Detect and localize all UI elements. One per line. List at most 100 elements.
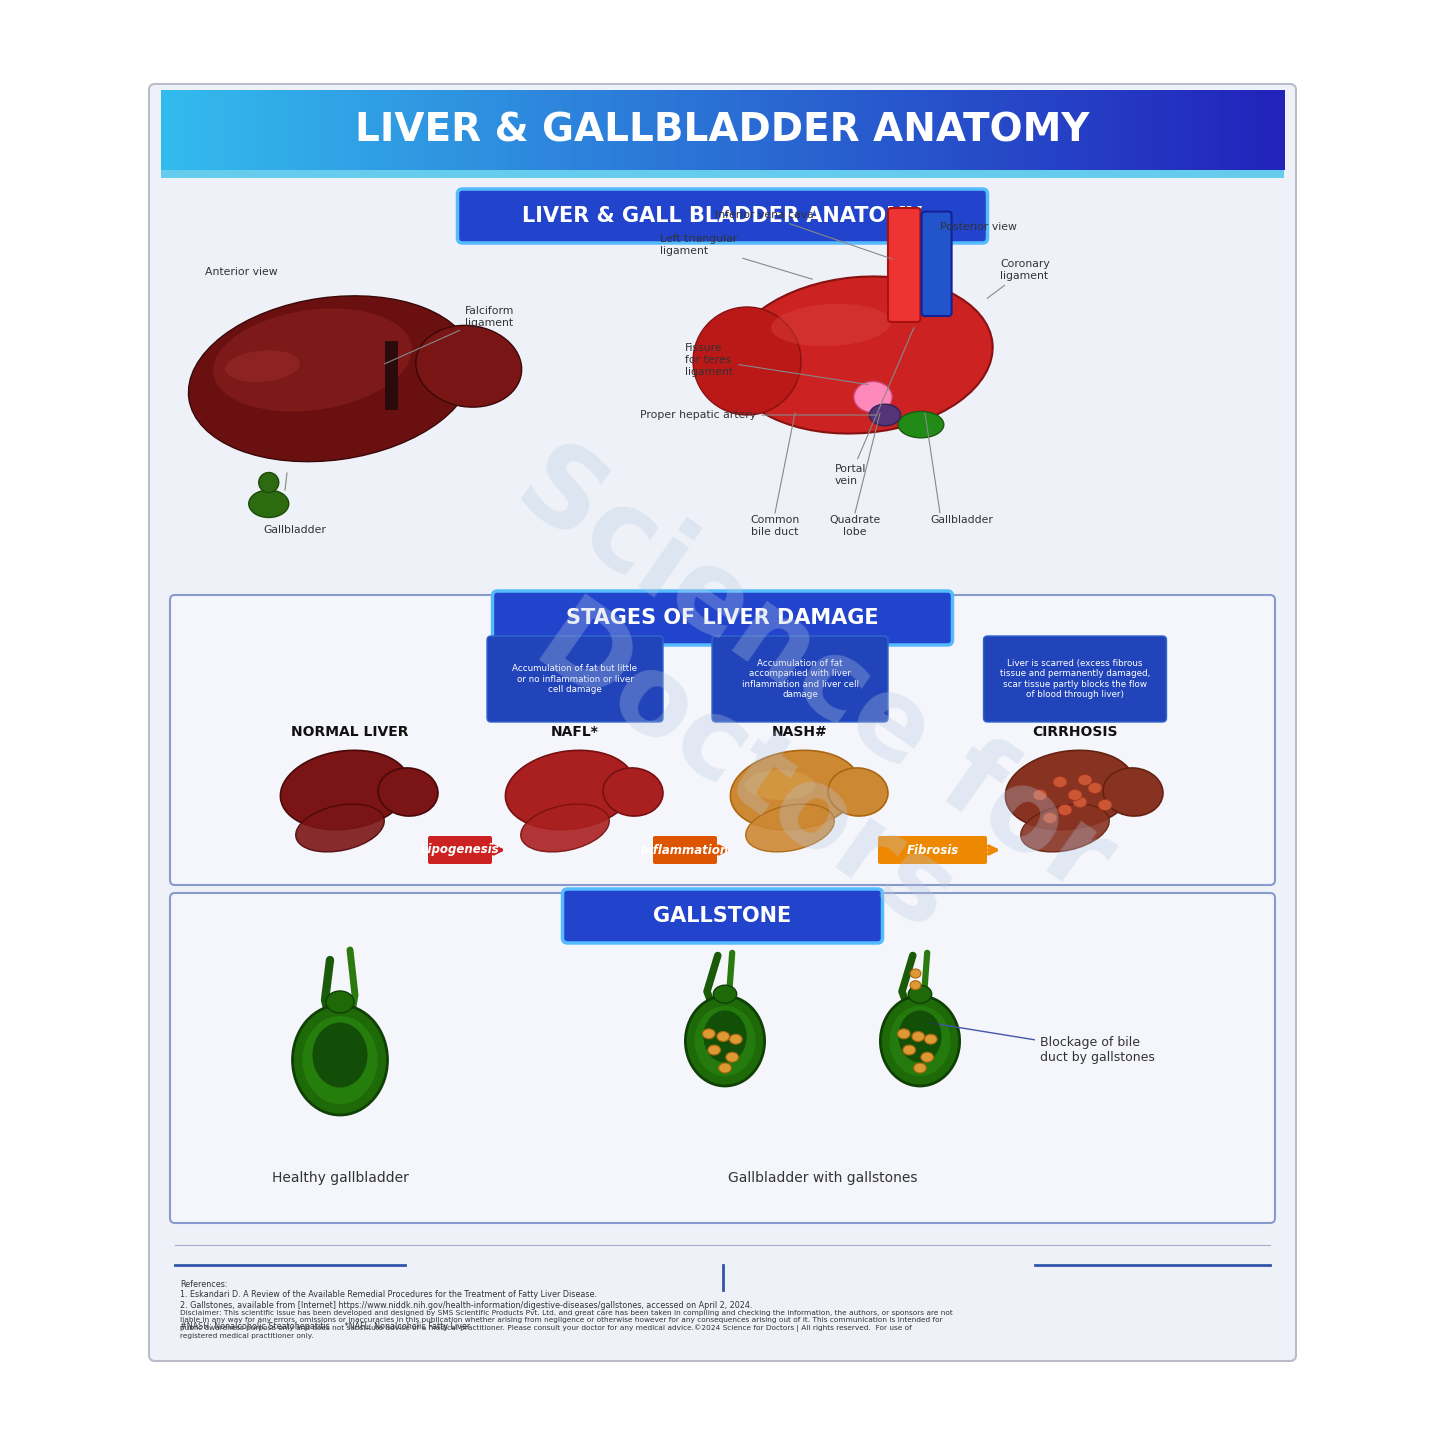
Bar: [432, 90, 442, 171]
Text: Fibrosis: Fibrosis: [906, 844, 958, 857]
FancyBboxPatch shape: [922, 211, 952, 316]
Bar: [480, 90, 490, 171]
Bar: [1247, 90, 1257, 171]
Bar: [854, 90, 864, 171]
Bar: [984, 90, 996, 171]
Bar: [367, 90, 377, 171]
Ellipse shape: [1053, 776, 1066, 788]
Ellipse shape: [903, 1045, 916, 1055]
FancyArrowPatch shape: [983, 847, 997, 854]
FancyBboxPatch shape: [879, 837, 987, 864]
Ellipse shape: [870, 405, 900, 426]
Ellipse shape: [249, 490, 289, 517]
Ellipse shape: [685, 996, 764, 1087]
Text: Inferior vena cava: Inferior vena cava: [715, 210, 893, 259]
Bar: [283, 90, 293, 171]
Bar: [1097, 90, 1107, 171]
Text: Gallbladder with gallstones: Gallbladder with gallstones: [728, 1170, 918, 1185]
Ellipse shape: [214, 309, 412, 412]
Bar: [788, 90, 799, 171]
Ellipse shape: [1103, 767, 1163, 816]
Ellipse shape: [1033, 789, 1048, 801]
Text: Proper hepatic artery: Proper hepatic artery: [640, 410, 877, 420]
Text: NAFL*: NAFL*: [551, 725, 598, 738]
Bar: [629, 90, 639, 171]
Text: Accumulation of fat but little
or no inflammation or liver
cell damage: Accumulation of fat but little or no inf…: [513, 665, 637, 694]
Bar: [236, 90, 246, 171]
Bar: [160, 171, 1285, 178]
Ellipse shape: [718, 1064, 731, 1074]
Bar: [517, 90, 527, 171]
Ellipse shape: [746, 770, 815, 801]
Bar: [1051, 90, 1061, 171]
Ellipse shape: [708, 1045, 721, 1055]
Ellipse shape: [1043, 812, 1056, 824]
Bar: [714, 90, 724, 171]
Bar: [1022, 90, 1032, 171]
Bar: [198, 90, 208, 171]
Ellipse shape: [730, 1035, 743, 1045]
Bar: [946, 90, 958, 171]
Text: NASH#: NASH#: [772, 725, 828, 738]
Bar: [384, 341, 397, 410]
Bar: [1162, 90, 1173, 171]
Text: Fissure
for teres
ligament: Fissure for teres ligament: [685, 344, 868, 384]
Ellipse shape: [280, 750, 409, 829]
Ellipse shape: [897, 1029, 910, 1039]
Bar: [928, 90, 939, 171]
Ellipse shape: [695, 1006, 756, 1077]
Bar: [1059, 90, 1069, 171]
Bar: [292, 90, 302, 171]
Ellipse shape: [188, 296, 474, 461]
Text: Gallbladder: Gallbladder: [263, 525, 327, 535]
Ellipse shape: [327, 991, 354, 1013]
Bar: [1078, 90, 1088, 171]
FancyArrowPatch shape: [488, 847, 501, 854]
Text: NORMAL LIVER: NORMAL LIVER: [292, 725, 409, 738]
Ellipse shape: [854, 381, 892, 413]
Ellipse shape: [225, 350, 301, 381]
Bar: [423, 90, 434, 171]
Bar: [451, 90, 461, 171]
Ellipse shape: [702, 1029, 715, 1039]
Bar: [386, 90, 396, 171]
Bar: [488, 90, 499, 171]
Bar: [442, 90, 452, 171]
Bar: [591, 90, 601, 171]
Text: LIVER & GALL BLADDER ANATOMY: LIVER & GALL BLADDER ANATOMY: [523, 207, 922, 225]
Bar: [760, 90, 770, 171]
Ellipse shape: [890, 1006, 951, 1077]
Bar: [405, 90, 415, 171]
Bar: [461, 90, 471, 171]
Text: Accumulation of fat
accompanied with liver
inflammation and liver cell
damage: Accumulation of fat accompanied with liv…: [741, 659, 858, 699]
Ellipse shape: [925, 1035, 938, 1045]
Ellipse shape: [880, 996, 959, 1087]
Ellipse shape: [603, 767, 663, 816]
Bar: [1107, 90, 1117, 171]
Bar: [1199, 90, 1209, 171]
Bar: [1143, 90, 1155, 171]
Text: Inflammation: Inflammation: [642, 844, 730, 857]
Ellipse shape: [259, 473, 279, 493]
Bar: [526, 90, 536, 171]
Ellipse shape: [828, 767, 889, 816]
Ellipse shape: [730, 276, 993, 434]
Ellipse shape: [302, 1016, 377, 1104]
Text: Lipogenesis: Lipogenesis: [420, 844, 500, 857]
Bar: [1256, 90, 1266, 171]
Ellipse shape: [1068, 789, 1082, 801]
Bar: [545, 90, 555, 171]
Bar: [769, 90, 780, 171]
Ellipse shape: [899, 412, 944, 438]
Ellipse shape: [1058, 805, 1072, 815]
Bar: [1124, 90, 1136, 171]
Bar: [1191, 90, 1201, 171]
Text: Disclaimer: This scientific issue has been developed and designed by SMS Scienti: Disclaimer: This scientific issue has be…: [181, 1311, 952, 1340]
Bar: [1069, 90, 1079, 171]
Text: Coronary
ligament: Coronary ligament: [987, 259, 1049, 298]
Text: Quadrate
lobe: Quadrate lobe: [829, 514, 880, 536]
Ellipse shape: [910, 981, 920, 990]
FancyBboxPatch shape: [171, 595, 1274, 884]
Text: Science for
Doctors: Science for Doctors: [428, 428, 1131, 1017]
Bar: [965, 90, 977, 171]
